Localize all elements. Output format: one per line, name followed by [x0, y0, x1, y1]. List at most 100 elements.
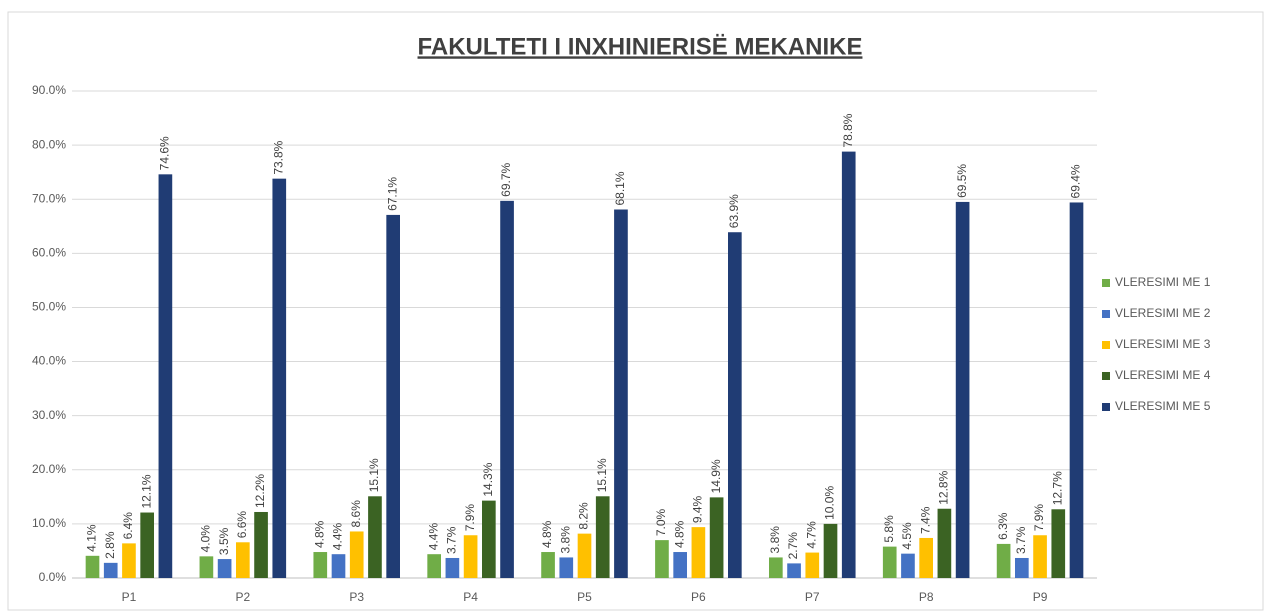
bar	[559, 557, 574, 578]
bar	[140, 512, 154, 578]
bar	[482, 500, 496, 578]
y-tick-label: 20.0%	[32, 462, 66, 476]
bar	[500, 200, 514, 578]
value-label: 68.1%	[613, 171, 627, 205]
value-label: 7.4%	[918, 506, 932, 534]
bar	[386, 214, 400, 579]
y-tick-label: 40.0%	[32, 354, 66, 368]
bar	[937, 508, 952, 578]
value-label: 3.7%	[445, 526, 459, 554]
legend-swatch	[1102, 372, 1110, 380]
x-tick-label: P8	[919, 590, 934, 604]
y-tick-label: 70.0%	[32, 191, 66, 205]
bar	[728, 232, 742, 579]
bar	[1033, 535, 1047, 578]
bar	[85, 555, 100, 578]
bar	[709, 497, 724, 578]
value-label: 7.0%	[654, 508, 668, 536]
bar	[901, 553, 915, 578]
value-label: 74.6%	[158, 136, 172, 170]
value-label: 15.1%	[595, 458, 609, 492]
bar	[614, 209, 628, 578]
y-tick-label: 80.0%	[32, 137, 66, 151]
bar	[955, 201, 970, 578]
value-label: 10.0%	[823, 486, 837, 520]
y-tick-label: 30.0%	[32, 408, 66, 422]
x-tick-label: P4	[463, 590, 478, 604]
value-label: 7.9%	[1032, 504, 1046, 532]
bar	[103, 562, 118, 578]
bar	[691, 527, 706, 578]
value-label: 4.0%	[199, 525, 213, 553]
value-label: 2.7%	[786, 532, 800, 560]
value-label: 4.4%	[426, 523, 440, 551]
bar	[368, 496, 382, 578]
value-label: 4.7%	[804, 521, 818, 549]
value-label: 4.4%	[331, 523, 345, 551]
value-label: 8.2%	[577, 502, 591, 530]
value-label: 5.8%	[882, 515, 896, 543]
value-label: 6.4%	[121, 512, 135, 540]
y-tick-label: 0.0%	[39, 570, 67, 584]
bar	[122, 543, 136, 578]
bar	[787, 563, 801, 578]
value-label: 3.7%	[1014, 526, 1028, 554]
bar	[769, 557, 783, 578]
bar	[823, 523, 838, 578]
legend-swatch	[1102, 403, 1110, 411]
bar	[577, 533, 592, 578]
legend-swatch	[1102, 310, 1110, 318]
bar	[919, 537, 933, 578]
y-tick-label: 50.0%	[32, 300, 66, 314]
legend-swatch	[1102, 279, 1110, 287]
x-tick-label: P9	[1033, 590, 1048, 604]
bar	[217, 559, 232, 578]
bar	[445, 557, 460, 578]
value-label: 3.5%	[217, 527, 231, 555]
value-label: 67.1%	[385, 177, 399, 211]
x-tick-label: P7	[805, 590, 820, 604]
chart-title: FAKULTETI I INXHINIERISË MEKANIKE	[418, 33, 863, 60]
legend-label: VLERESIMI ME 3	[1115, 337, 1211, 351]
bar	[254, 511, 268, 578]
bar	[1051, 509, 1066, 578]
bar	[655, 540, 669, 578]
legend-swatch	[1102, 341, 1110, 349]
value-label: 3.8%	[768, 526, 782, 554]
value-label: 69.7%	[499, 162, 513, 196]
value-label: 69.5%	[955, 164, 969, 198]
bar	[158, 174, 173, 578]
y-tick-label: 90.0%	[32, 83, 66, 97]
value-label: 12.2%	[253, 474, 267, 508]
value-label: 4.8%	[540, 520, 554, 548]
value-label: 2.8%	[103, 531, 117, 559]
legend-label: VLERESIMI ME 1	[1115, 275, 1211, 289]
bar	[1015, 557, 1029, 578]
value-label: 9.4%	[691, 495, 705, 523]
bar	[272, 178, 287, 578]
legend-label: VLERESIMI ME 2	[1115, 306, 1211, 320]
bar	[541, 552, 555, 578]
value-label: 6.6%	[235, 511, 249, 539]
bar	[805, 552, 820, 578]
value-label: 12.7%	[1050, 471, 1064, 505]
value-label: 8.6%	[349, 500, 363, 528]
value-label: 15.1%	[367, 458, 381, 492]
x-tick-label: P1	[122, 590, 137, 604]
x-tick-label: P6	[691, 590, 706, 604]
value-label: 3.8%	[558, 526, 572, 554]
value-label: 12.1%	[139, 474, 153, 508]
value-label: 4.8%	[672, 520, 686, 548]
bar	[996, 543, 1011, 578]
legend-label: VLERESIMI ME 5	[1115, 399, 1211, 413]
bar	[882, 546, 897, 578]
x-tick-label: P3	[349, 590, 364, 604]
bar	[236, 542, 250, 578]
legend-label: VLERESIMI ME 4	[1115, 368, 1211, 382]
bar	[427, 554, 441, 578]
value-label: 6.3%	[996, 512, 1010, 540]
value-label: 14.9%	[709, 459, 723, 493]
bar	[463, 535, 478, 578]
bar	[349, 531, 364, 578]
